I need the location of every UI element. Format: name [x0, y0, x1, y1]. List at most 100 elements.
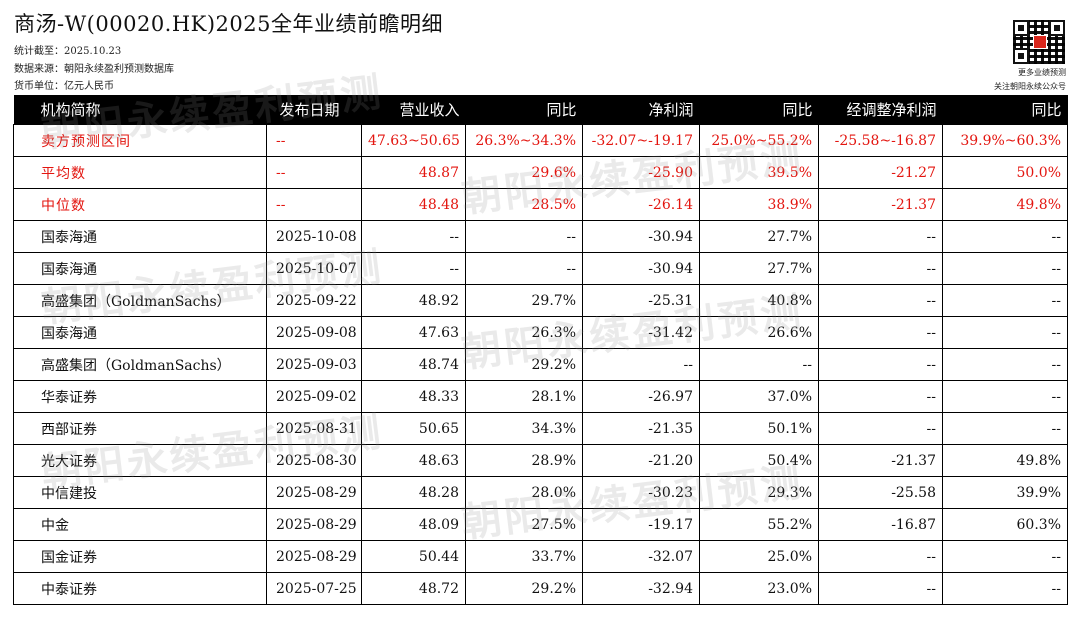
col-header-adjusted-net-profit: 经调整净利润 — [818, 95, 943, 125]
net-profit-yoy-cell: 50.1% — [699, 412, 819, 445]
adjusted-net-profit-cell: -- — [818, 348, 943, 381]
revenue-yoy-cell: 26.3%~34.3% — [465, 124, 583, 157]
adjusted-yoy-cell: -- — [942, 540, 1068, 573]
adjusted-yoy-cell: 39.9% — [942, 476, 1068, 509]
qr-caption-follow: 关注朝阳永续公众号 — [994, 82, 1066, 91]
table-header-row: 机构简称 发布日期 营业收入 同比 净利润 同比 经调整净利润 同比 — [13, 95, 1068, 125]
net-profit-cell: -31.42 — [582, 316, 700, 349]
date-cell: 2025-08-31 — [266, 412, 362, 445]
adjusted-net-profit-cell: -- — [818, 412, 943, 445]
adjusted-yoy-cell: -- — [942, 252, 1068, 285]
col-header-net-profit-yoy: 同比 — [699, 95, 819, 125]
revenue-yoy-cell: 34.3% — [465, 412, 583, 445]
net-profit-cell: -30.94 — [582, 220, 700, 253]
revenue-cell: 48.92 — [361, 284, 466, 317]
summary-row: 中位数 -- 48.48 28.5% -26.14 38.9% -21.37 49.8% — [13, 188, 1068, 221]
adjusted-yoy-cell: 60.3% — [942, 508, 1068, 541]
net-profit-cell: -25.90 — [582, 156, 700, 189]
revenue-yoy-cell: 28.5% — [465, 188, 583, 221]
institution-cell: 光大证券 — [13, 444, 267, 477]
institution-cell: 中泰证券 — [13, 572, 267, 605]
net-profit-yoy-cell: 37.0% — [699, 380, 819, 413]
date-cell: -- — [266, 124, 362, 157]
adjusted-yoy-cell: -- — [942, 348, 1068, 381]
revenue-yoy-cell: 26.3% — [465, 316, 583, 349]
institution-cell: 卖方预测区间 — [13, 124, 267, 157]
summary-row: 卖方预测区间 -- 47.63~50.65 26.3%~34.3% -32.07~-19… — [13, 124, 1068, 157]
net-profit-yoy-cell: 55.2% — [699, 508, 819, 541]
table-row: 国泰海通 2025-09-08 47.63 26.3% -31.42 26.6% -- -- — [13, 316, 1068, 349]
summary-row: 平均数 -- 48.87 29.6% -25.90 39.5% -21.27 50.0% — [13, 156, 1068, 189]
revenue-cell: 48.09 — [361, 508, 466, 541]
revenue-yoy-cell: 33.7% — [465, 540, 583, 573]
table-row: 中泰证券 2025-07-25 48.72 29.2% -32.94 23.0% -- -- — [13, 572, 1068, 605]
revenue-yoy-cell: -- — [465, 252, 583, 285]
institution-cell: 国泰海通 — [13, 316, 267, 349]
institution-cell: 西部证券 — [13, 412, 267, 445]
table-row: 中信建投 2025-08-29 48.28 28.0% -30.23 29.3% -25.5… — [13, 476, 1068, 509]
adjusted-net-profit-cell: -- — [818, 572, 943, 605]
net-profit-cell: -- — [582, 348, 700, 381]
net-profit-yoy-cell: 26.6% — [699, 316, 819, 349]
revenue-cell: 48.63 — [361, 444, 466, 477]
adjusted-yoy-cell: 39.9%~60.3% — [942, 124, 1068, 157]
net-profit-yoy-cell: 23.0% — [699, 572, 819, 605]
net-profit-yoy-cell: 25.0%~55.2% — [699, 124, 819, 157]
net-profit-yoy-cell: 29.3% — [699, 476, 819, 509]
date-cell: -- — [266, 188, 362, 221]
revenue-cell: 48.72 — [361, 572, 466, 605]
table-row: 华泰证券 2025-09-02 48.33 28.1% -26.97 37.0% -- -- — [13, 380, 1068, 413]
brand-logo-icon — [1033, 35, 1047, 49]
forecast-table: 机构简称 发布日期 营业收入 同比 净利润 同比 经调整净利润 同比 卖方预测区… — [13, 95, 1068, 605]
col-header-date: 发布日期 — [266, 95, 362, 125]
net-profit-cell: -32.07~-19.17 — [582, 124, 700, 157]
revenue-yoy-cell: 29.6% — [465, 156, 583, 189]
adjusted-net-profit-cell: -- — [818, 220, 943, 253]
institution-cell: 国泰海通 — [13, 220, 267, 253]
page-title: 商汤-W(00020.HK)2025全年业绩前瞻明细 — [14, 12, 443, 36]
date-cell: 2025-08-29 — [266, 540, 362, 573]
institution-cell: 高盛集团（GoldmanSachs） — [13, 348, 267, 381]
adjusted-yoy-cell: -- — [942, 220, 1068, 253]
data-source: 数据来源：朝阳永续盈利预测数据库 — [14, 64, 174, 75]
adjusted-yoy-cell: 49.8% — [942, 444, 1068, 477]
net-profit-cell: -32.94 — [582, 572, 700, 605]
adjusted-yoy-cell: -- — [942, 412, 1068, 445]
adjusted-yoy-cell: -- — [942, 380, 1068, 413]
col-header-revenue-yoy: 同比 — [465, 95, 583, 125]
institution-cell: 平均数 — [13, 156, 267, 189]
net-profit-yoy-cell: 40.8% — [699, 284, 819, 317]
institution-cell: 国泰海通 — [13, 252, 267, 285]
net-profit-cell: -32.07 — [582, 540, 700, 573]
revenue-yoy-cell: 29.2% — [465, 348, 583, 381]
date-cell: 2025-07-25 — [266, 572, 362, 605]
date-cell: 2025-09-08 — [266, 316, 362, 349]
table-row: 国金证券 2025-08-29 50.44 33.7% -32.07 25.0% -- -- — [13, 540, 1068, 573]
date-cell: 2025-09-03 — [266, 348, 362, 381]
col-header-net-profit: 净利润 — [582, 95, 700, 125]
revenue-cell: 47.63 — [361, 316, 466, 349]
revenue-cell: 48.74 — [361, 348, 466, 381]
adjusted-yoy-cell: -- — [942, 284, 1068, 317]
date-cell: 2025-08-29 — [266, 476, 362, 509]
revenue-yoy-cell: 29.7% — [465, 284, 583, 317]
adjusted-net-profit-cell: -16.87 — [818, 508, 943, 541]
revenue-yoy-cell: 28.9% — [465, 444, 583, 477]
adjusted-yoy-cell: 49.8% — [942, 188, 1068, 221]
col-header-revenue: 营业收入 — [361, 95, 466, 125]
adjusted-yoy-cell: -- — [942, 572, 1068, 605]
revenue-cell: -- — [361, 252, 466, 285]
net-profit-yoy-cell: 38.9% — [699, 188, 819, 221]
net-profit-yoy-cell: 27.7% — [699, 252, 819, 285]
stat-date: 统计截至：2025.10.23 — [14, 46, 122, 57]
revenue-cell: 48.28 — [361, 476, 466, 509]
net-profit-cell: -26.14 — [582, 188, 700, 221]
revenue-yoy-cell: 29.2% — [465, 572, 583, 605]
adjusted-net-profit-cell: -25.58~-16.87 — [818, 124, 943, 157]
adjusted-yoy-cell: -- — [942, 316, 1068, 349]
net-profit-yoy-cell: 50.4% — [699, 444, 819, 477]
date-cell: 2025-08-29 — [266, 508, 362, 541]
table-row: 国泰海通 2025-10-07 -- -- -30.94 27.7% -- -- — [13, 252, 1068, 285]
table-row: 国泰海通 2025-10-08 -- -- -30.94 27.7% -- -- — [13, 220, 1068, 253]
net-profit-cell: -21.35 — [582, 412, 700, 445]
